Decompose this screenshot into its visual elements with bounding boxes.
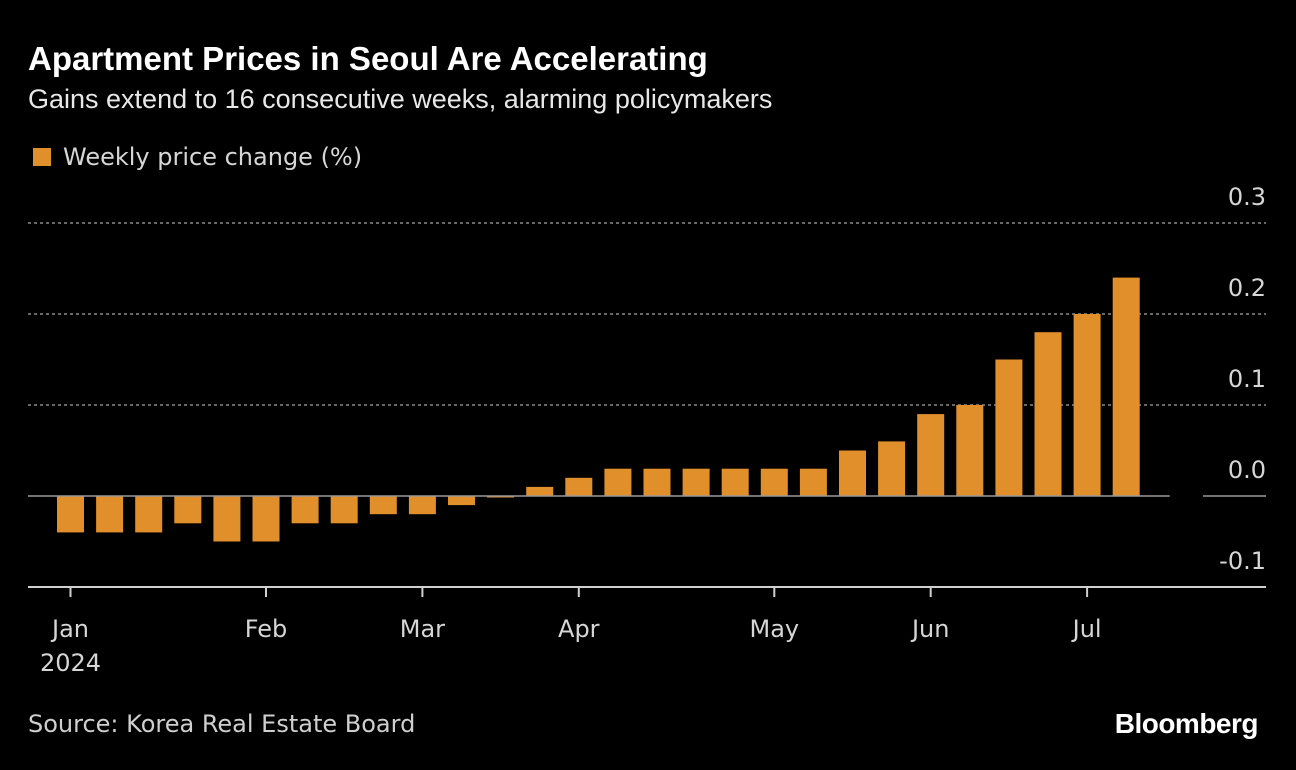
x-year-label: 2024 (40, 649, 101, 677)
bar (760, 468, 788, 496)
bar (448, 496, 475, 506)
bloomberg-logo: Bloomberg (1114, 708, 1259, 739)
chart-title: Apartment Prices in Seoul Are Accelerati… (28, 40, 708, 77)
bar (1112, 277, 1140, 496)
chart-subtitle: Gains extend to 16 consecutive weeks, al… (28, 84, 773, 114)
bar (291, 496, 319, 524)
bar (799, 468, 827, 496)
bar (995, 359, 1023, 496)
y-tick-label: -0.1 (1219, 547, 1266, 575)
x-tick-label: Jul (1071, 615, 1102, 643)
y-tick-label: 0.3 (1228, 183, 1266, 211)
x-tick-label: Mar (400, 615, 445, 643)
x-tick-label: Jun (910, 615, 950, 643)
x-tick-label: Feb (245, 615, 288, 643)
bar (956, 405, 984, 496)
bar (252, 496, 280, 542)
bar (96, 496, 124, 533)
bar (878, 441, 906, 496)
bar (1034, 332, 1062, 496)
bar (174, 496, 202, 524)
bar (330, 496, 358, 524)
bar (526, 486, 554, 496)
bar (682, 468, 710, 496)
x-tick-label: May (749, 615, 799, 643)
bar (604, 468, 632, 496)
bar (57, 496, 84, 533)
y-tick-label: 0.2 (1228, 274, 1266, 302)
bar (565, 477, 593, 496)
legend-swatch (33, 148, 51, 166)
bar (643, 468, 671, 496)
bar (408, 496, 436, 515)
source-note: Source: Korea Real Estate Board (28, 710, 416, 738)
x-tick-label: Jan (50, 615, 89, 643)
bar (1073, 314, 1101, 496)
chart-legend: Weekly price change (%) (33, 143, 362, 171)
bar (721, 468, 749, 496)
x-tick-label: Apr (558, 615, 600, 643)
y-tick-label: 0.1 (1228, 365, 1266, 393)
bar (839, 450, 866, 496)
legend-label: Weekly price change (%) (63, 143, 363, 171)
y-tick-label: 0.0 (1228, 456, 1266, 484)
bar (135, 496, 163, 533)
bar (213, 496, 241, 542)
bar (917, 414, 945, 496)
bar (369, 496, 397, 515)
